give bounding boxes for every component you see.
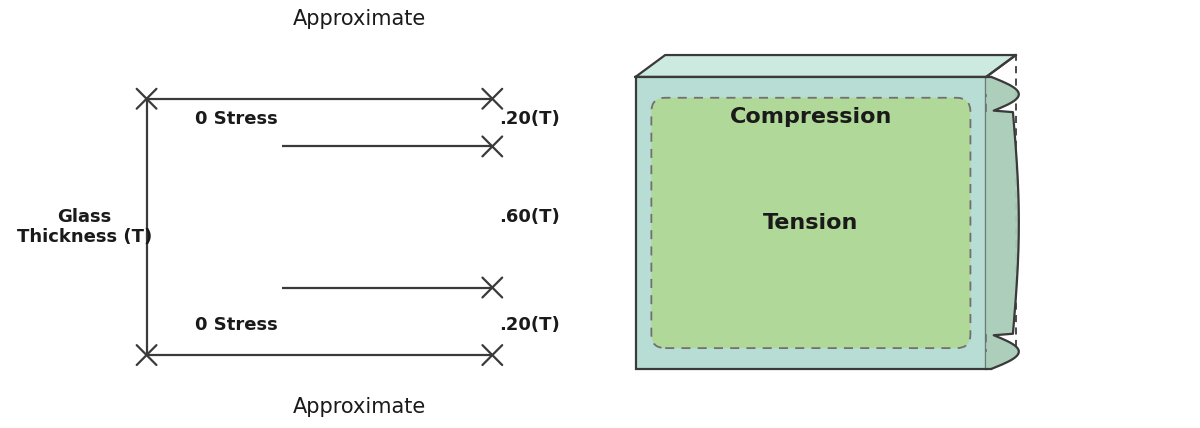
Text: .20(T): .20(T) <box>499 110 560 128</box>
Text: .60(T): .60(T) <box>499 208 560 226</box>
Text: Tension: Tension <box>763 213 858 233</box>
FancyBboxPatch shape <box>652 98 971 348</box>
Bar <box>636 77 986 369</box>
Text: Approximate: Approximate <box>293 9 426 29</box>
Text: 0 Stress: 0 Stress <box>196 110 278 128</box>
Text: 0 Stress: 0 Stress <box>196 316 278 334</box>
Text: Compression: Compression <box>730 107 892 127</box>
Polygon shape <box>986 77 1019 369</box>
Text: .20(T): .20(T) <box>499 316 560 334</box>
Text: Approximate: Approximate <box>293 397 426 417</box>
Text: Glass
Thickness (T): Glass Thickness (T) <box>17 208 152 247</box>
Polygon shape <box>636 55 1016 77</box>
